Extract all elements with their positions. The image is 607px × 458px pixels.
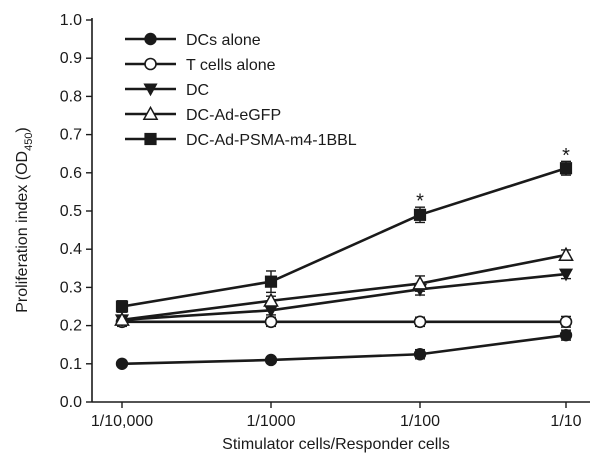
series-line	[121, 272, 567, 322]
x-tick-label: 1/10	[550, 413, 581, 430]
y-axis-title-subscript: 450	[23, 133, 35, 151]
data-point	[264, 315, 278, 329]
legend-label: DC	[186, 82, 209, 99]
annotations: **	[416, 145, 570, 213]
data-point	[559, 162, 573, 175]
legend-label: DC-Ad-PSMA-m4-1BBL	[186, 132, 357, 149]
data-point	[115, 357, 129, 370]
legend-label: T cells alone	[186, 57, 276, 74]
y-tick-label: 0.4	[60, 241, 82, 258]
legend-marker	[144, 32, 157, 46]
legend-item: DC-Ad-PSMA-m4-1BBL	[125, 132, 357, 149]
data-point	[264, 275, 278, 288]
y-tick-label: 0.8	[60, 88, 82, 105]
x-axis-title: Stimulator cells/Responder cells	[222, 436, 450, 453]
series-group	[114, 246, 574, 326]
x-tick-label: 1/100	[400, 413, 440, 430]
legend-marker	[144, 57, 157, 71]
y-tick-label: 0.5	[60, 203, 82, 220]
legend-label: DCs alone	[186, 32, 261, 49]
legend-marker	[142, 105, 159, 121]
data-point	[558, 268, 574, 282]
legend-marker	[143, 83, 158, 97]
data-point	[559, 328, 573, 342]
series-layer	[114, 160, 574, 370]
data-point	[413, 348, 427, 361]
y-tick-label: 1.0	[60, 12, 82, 29]
axes: 0.0 0.1 0.2 0.3 0.4 0.5 0.6 0.7 0.8 0.9 1.0 1/10,00…	[60, 12, 590, 430]
legend-item: DC-Ad-eGFP	[125, 105, 281, 124]
series-group	[115, 315, 573, 329]
y-tick-label: 0.7	[60, 127, 82, 144]
legend-item: T cells alone	[125, 57, 276, 74]
legend-marker	[144, 132, 157, 146]
legend: DCs alone T cells alone DC DC-Ad-eGFP DC-Ad-…	[125, 32, 357, 149]
y-axis-title: Proliferation index (OD450)	[14, 127, 35, 313]
data-point	[114, 311, 130, 326]
legend-item: DCs alone	[125, 32, 261, 49]
data-point	[264, 353, 278, 367]
legend-item: DC	[125, 82, 209, 99]
y-axis-title-main: Proliferation index (OD	[14, 151, 31, 313]
y-tick-label: 0.0	[60, 394, 82, 411]
series-line	[121, 253, 567, 322]
series-line	[121, 333, 567, 366]
data-point	[115, 300, 129, 313]
data-point	[412, 275, 428, 290]
y-tick-label: 0.9	[60, 50, 82, 67]
data-point	[263, 292, 279, 307]
y-tick-label: 0.1	[60, 356, 82, 373]
data-point	[413, 315, 427, 329]
series-group	[115, 328, 573, 370]
y-tick-label: 0.3	[60, 279, 82, 296]
y-axis-title-close: )	[14, 127, 31, 132]
data-point	[559, 315, 573, 329]
legend-label: DC-Ad-eGFP	[186, 107, 281, 124]
significance-annotation: *	[416, 191, 424, 213]
y-tick-label: 0.6	[60, 165, 82, 182]
series-group	[114, 268, 574, 328]
x-tick-label: 1/1000	[247, 413, 296, 430]
significance-annotation: *	[562, 145, 570, 167]
series-line	[121, 166, 567, 308]
y-tick-label: 0.2	[60, 318, 82, 335]
data-point	[413, 208, 427, 221]
series-group	[115, 160, 573, 313]
x-tick-label: 1/10,000	[91, 413, 153, 430]
data-point	[558, 246, 574, 261]
